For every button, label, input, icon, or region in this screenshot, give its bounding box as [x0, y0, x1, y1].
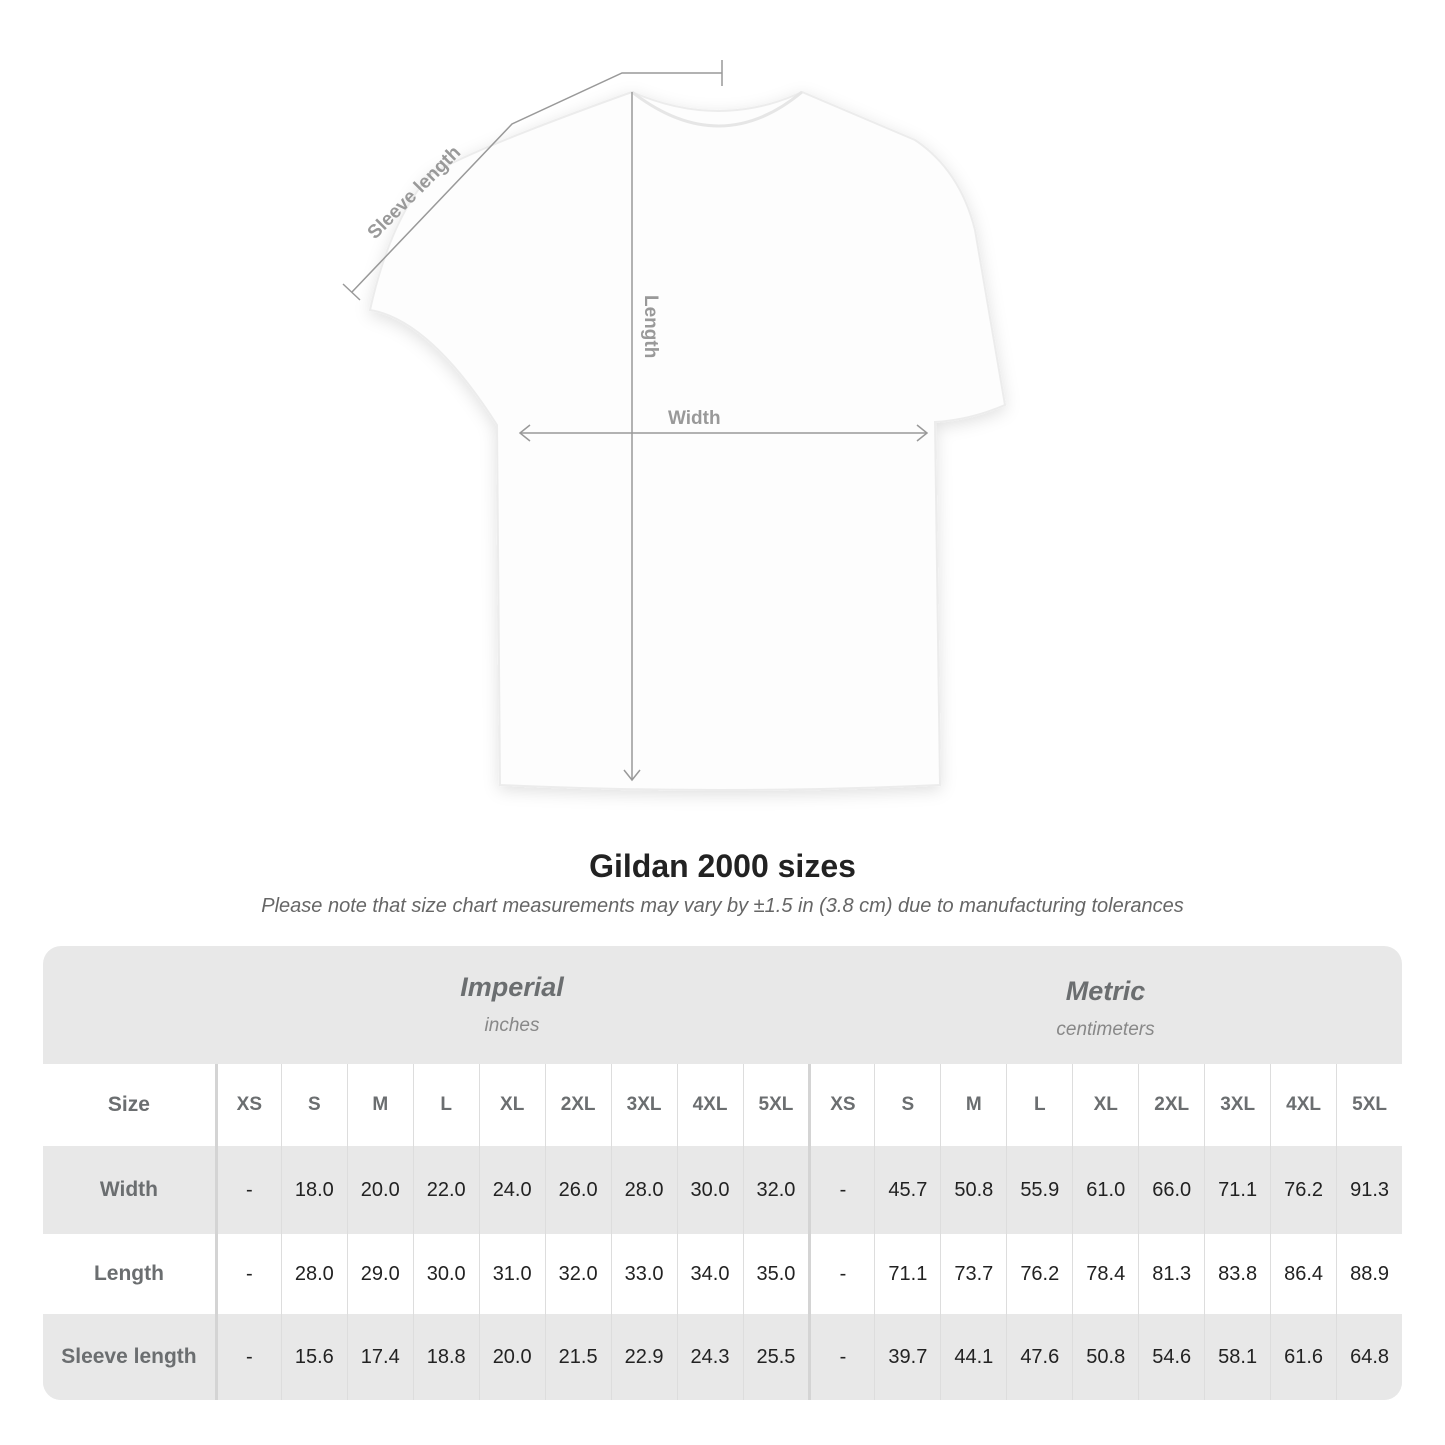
imperial-size-2xl: 2XL — [544, 1064, 611, 1146]
metric-value-cell: 50.8 — [1072, 1314, 1138, 1400]
metric-size-4xl: 4XL — [1270, 1064, 1336, 1146]
length-label: Length — [640, 295, 661, 358]
imperial-value-cell: 32.0 — [742, 1146, 809, 1234]
tolerance-note: Please note that size chart measurements… — [261, 895, 1184, 917]
length-measure-line — [623, 92, 641, 782]
metric-value-cell: 50.8 — [940, 1146, 1006, 1234]
imperial-value-cell: 26.0 — [544, 1146, 611, 1234]
imperial-value-cell: 29.0 — [346, 1234, 413, 1314]
metric-value-cell: - — [808, 1314, 874, 1400]
imperial-size-xs: XS — [214, 1064, 281, 1146]
metric-value-cell: 58.1 — [1204, 1314, 1270, 1400]
width-label: Width — [668, 408, 721, 429]
metric-value-cell: 71.1 — [1204, 1146, 1270, 1234]
imperial-value-cell: 32.0 — [544, 1234, 611, 1314]
imperial-value-cell: 17.4 — [346, 1314, 413, 1400]
metric-value-cell: 76.2 — [1006, 1234, 1072, 1314]
metric-value-cell: 39.7 — [874, 1314, 940, 1400]
imperial-size-s: S — [280, 1064, 347, 1146]
imperial-header: Imperial inches — [215, 946, 809, 1064]
imperial-size-4xl: 4XL — [676, 1064, 743, 1146]
imperial-value-cell: 18.8 — [412, 1314, 479, 1400]
size-table: Imperial inches Metric centimeters Size X… — [43, 946, 1402, 1400]
imperial-unit: inches — [484, 1015, 540, 1036]
imperial-size-xl: XL — [478, 1064, 545, 1146]
imperial-size-m: M — [346, 1064, 413, 1146]
metric-size-s: S — [874, 1064, 940, 1146]
row-label: Length — [93, 1262, 164, 1285]
metric-header: Metric centimeters — [809, 946, 1402, 1064]
imperial-value-cell: 24.0 — [478, 1146, 545, 1234]
metric-size-2xl: 2XL — [1138, 1064, 1204, 1146]
sleeve-measure-line — [342, 60, 723, 301]
metric-value-cell: 78.4 — [1072, 1234, 1138, 1314]
metric-size-3xl: 3XL — [1204, 1064, 1270, 1146]
table-row-length: Length -28.0 29.0 30.0 31.0 32.0 33.0 34.0 35.0-… — [43, 1234, 1402, 1314]
imperial-value-cell: 35.0 — [742, 1234, 809, 1314]
metric-size-l: L — [1006, 1064, 1072, 1146]
imperial-value-cell: 18.0 — [280, 1146, 347, 1234]
imperial-value-cell: - — [214, 1234, 281, 1314]
imperial-value-cell: 22.0 — [412, 1146, 479, 1234]
imperial-value-cell: - — [214, 1146, 281, 1234]
imperial-value-cell: 33.0 — [610, 1234, 677, 1314]
imperial-value-cell: 28.0 — [610, 1146, 677, 1234]
size-header-row: Size XS S M L XL 2XL 3XL 4XL 5XL XS S M L XL 2XL 3XL 4XL 5… — [43, 1064, 1402, 1146]
metric-size-5xl: 5XL — [1336, 1064, 1402, 1146]
row-label: Width — [99, 1178, 158, 1201]
table-row-width: Width -18.0 20.0 22.0 24.0 26.0 28.0 30.0 32.0-4… — [43, 1146, 1402, 1234]
imperial-value-cell: 30.0 — [676, 1146, 743, 1234]
row-label: Sleeve length — [61, 1345, 197, 1368]
metric-value-cell: 86.4 — [1270, 1234, 1336, 1314]
tshirt-shape — [368, 90, 1007, 791]
metric-value-cell: 73.7 — [940, 1234, 1006, 1314]
imperial-value-cell: 20.0 — [346, 1146, 413, 1234]
metric-value-cell: 88.9 — [1336, 1234, 1402, 1314]
metric-value-cell: 44.1 — [940, 1314, 1006, 1400]
imperial-size-l: L — [412, 1064, 479, 1146]
metric-size-xl: XL — [1072, 1064, 1138, 1146]
metric-value-cell: 91.3 — [1336, 1146, 1402, 1234]
imperial-value-cell: 28.0 — [280, 1234, 347, 1314]
imperial-value-cell: 34.0 — [676, 1234, 743, 1314]
imperial-value-cell: 20.0 — [478, 1314, 545, 1400]
page-title: Gildan 2000 sizes — [589, 848, 856, 884]
metric-value-cell: 55.9 — [1006, 1146, 1072, 1234]
metric-value-cell: 47.6 — [1006, 1314, 1072, 1400]
imperial-value-cell: 25.5 — [742, 1314, 809, 1400]
imperial-value-cell: 31.0 — [478, 1234, 545, 1314]
metric-value-cell: - — [808, 1234, 874, 1314]
metric-value-cell: 45.7 — [874, 1146, 940, 1234]
metric-value-cell: - — [808, 1146, 874, 1234]
imperial-value-cell: 22.9 — [610, 1314, 677, 1400]
table-row-sleeve-length: Sleeve length -15.6 17.4 18.8 20.0 21.5 22.9 24… — [43, 1314, 1402, 1400]
imperial-value-cell: 15.6 — [280, 1314, 347, 1400]
imperial-size-3xl: 3XL — [610, 1064, 677, 1146]
metric-value-cell: 81.3 — [1138, 1234, 1204, 1314]
metric-value-cell: 76.2 — [1270, 1146, 1336, 1234]
imperial-value-cell: 24.3 — [676, 1314, 743, 1400]
metric-size-xs: XS — [808, 1064, 874, 1146]
width-measure-line — [518, 424, 929, 442]
metric-value-cell: 61.6 — [1270, 1314, 1336, 1400]
metric-size-m: M — [940, 1064, 1006, 1146]
metric-value-cell: 66.0 — [1138, 1146, 1204, 1234]
imperial-value-cell: 30.0 — [412, 1234, 479, 1314]
imperial-value-cell: 21.5 — [544, 1314, 611, 1400]
size-label: Size — [107, 1093, 150, 1116]
metric-value-cell: 54.6 — [1138, 1314, 1204, 1400]
metric-value-cell: 64.8 — [1336, 1314, 1402, 1400]
imperial-size-5xl: 5XL — [742, 1064, 809, 1146]
metric-value-cell: 83.8 — [1204, 1234, 1270, 1314]
imperial-value-cell: - — [214, 1314, 281, 1400]
metric-unit: centimeters — [1056, 1019, 1155, 1040]
metric-value-cell: 71.1 — [874, 1234, 940, 1314]
imperial-label: Imperial — [460, 972, 564, 1002]
metric-label: Metric — [1065, 976, 1146, 1006]
tshirt-diagram: Sleeve length Length Width — [342, 60, 1007, 791]
metric-value-cell: 61.0 — [1072, 1146, 1138, 1234]
